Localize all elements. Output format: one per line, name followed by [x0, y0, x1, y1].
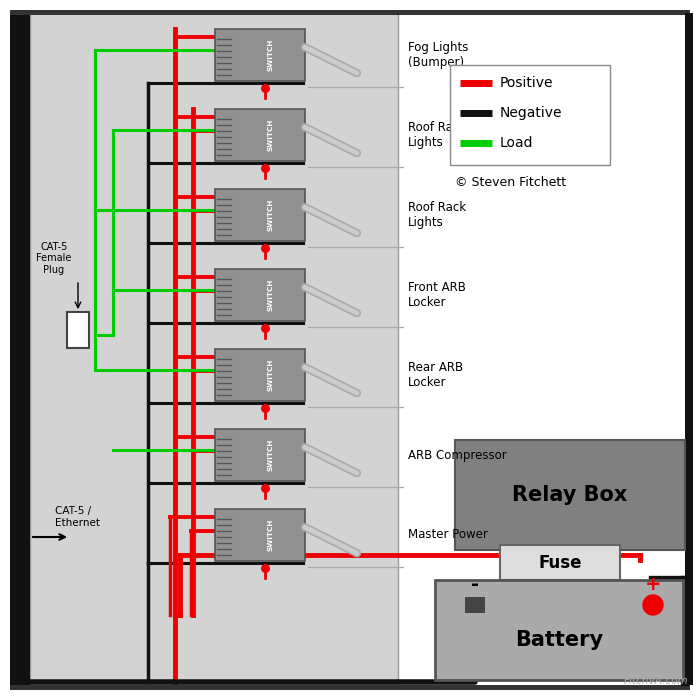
Bar: [215, 109, 305, 161]
Bar: [10, 10, 690, 15]
Circle shape: [643, 595, 663, 615]
Bar: [10, 10, 30, 690]
Text: ARB Compressor: ARB Compressor: [408, 449, 507, 461]
Text: Battery: Battery: [515, 630, 603, 650]
Text: SWITCH: SWITCH: [268, 119, 274, 151]
Bar: [215, 429, 305, 481]
Bar: [450, 65, 610, 165]
Text: SWITCH: SWITCH: [268, 279, 274, 312]
Text: Master Power: Master Power: [408, 528, 488, 542]
Text: CAT-5 /
Ethernet: CAT-5 / Ethernet: [55, 506, 100, 528]
Text: SWITCH: SWITCH: [268, 519, 274, 551]
Text: +: +: [645, 575, 662, 594]
Text: Positive: Positive: [500, 76, 554, 90]
Text: FitchVA.com: FitchVA.com: [624, 676, 688, 686]
Bar: [455, 440, 685, 550]
Bar: [685, 13, 693, 685]
Bar: [215, 29, 305, 81]
Bar: [215, 349, 305, 401]
Text: Rear ARB
Locker: Rear ARB Locker: [408, 361, 463, 389]
Text: Fuse: Fuse: [538, 554, 582, 571]
Bar: [500, 545, 620, 580]
Text: Relay Box: Relay Box: [512, 485, 628, 505]
Text: CAT-5
Female
Plug: CAT-5 Female Plug: [36, 241, 71, 275]
Text: SWITCH: SWITCH: [268, 359, 274, 391]
Text: SWITCH: SWITCH: [268, 439, 274, 471]
Text: Front ARB
Locker: Front ARB Locker: [408, 281, 466, 309]
Bar: [215, 509, 305, 561]
Text: Roof Rack
Lights: Roof Rack Lights: [408, 121, 466, 149]
Bar: [465, 597, 485, 613]
Text: SWITCH: SWITCH: [268, 199, 274, 231]
Text: Negative: Negative: [500, 106, 563, 120]
Bar: [30, 12, 398, 685]
Bar: [685, 10, 690, 690]
Bar: [215, 269, 305, 321]
Text: -: -: [471, 575, 479, 594]
Text: Roof Rack
Lights: Roof Rack Lights: [408, 201, 466, 229]
Bar: [215, 189, 305, 241]
Text: SWITCH: SWITCH: [268, 38, 274, 71]
Bar: [10, 685, 690, 690]
Text: © Steven Fitchett: © Steven Fitchett: [455, 176, 566, 190]
Text: Fog Lights
(Bumper): Fog Lights (Bumper): [408, 41, 468, 69]
Text: Load: Load: [500, 136, 533, 150]
Bar: [435, 580, 683, 680]
Bar: [67, 312, 89, 348]
